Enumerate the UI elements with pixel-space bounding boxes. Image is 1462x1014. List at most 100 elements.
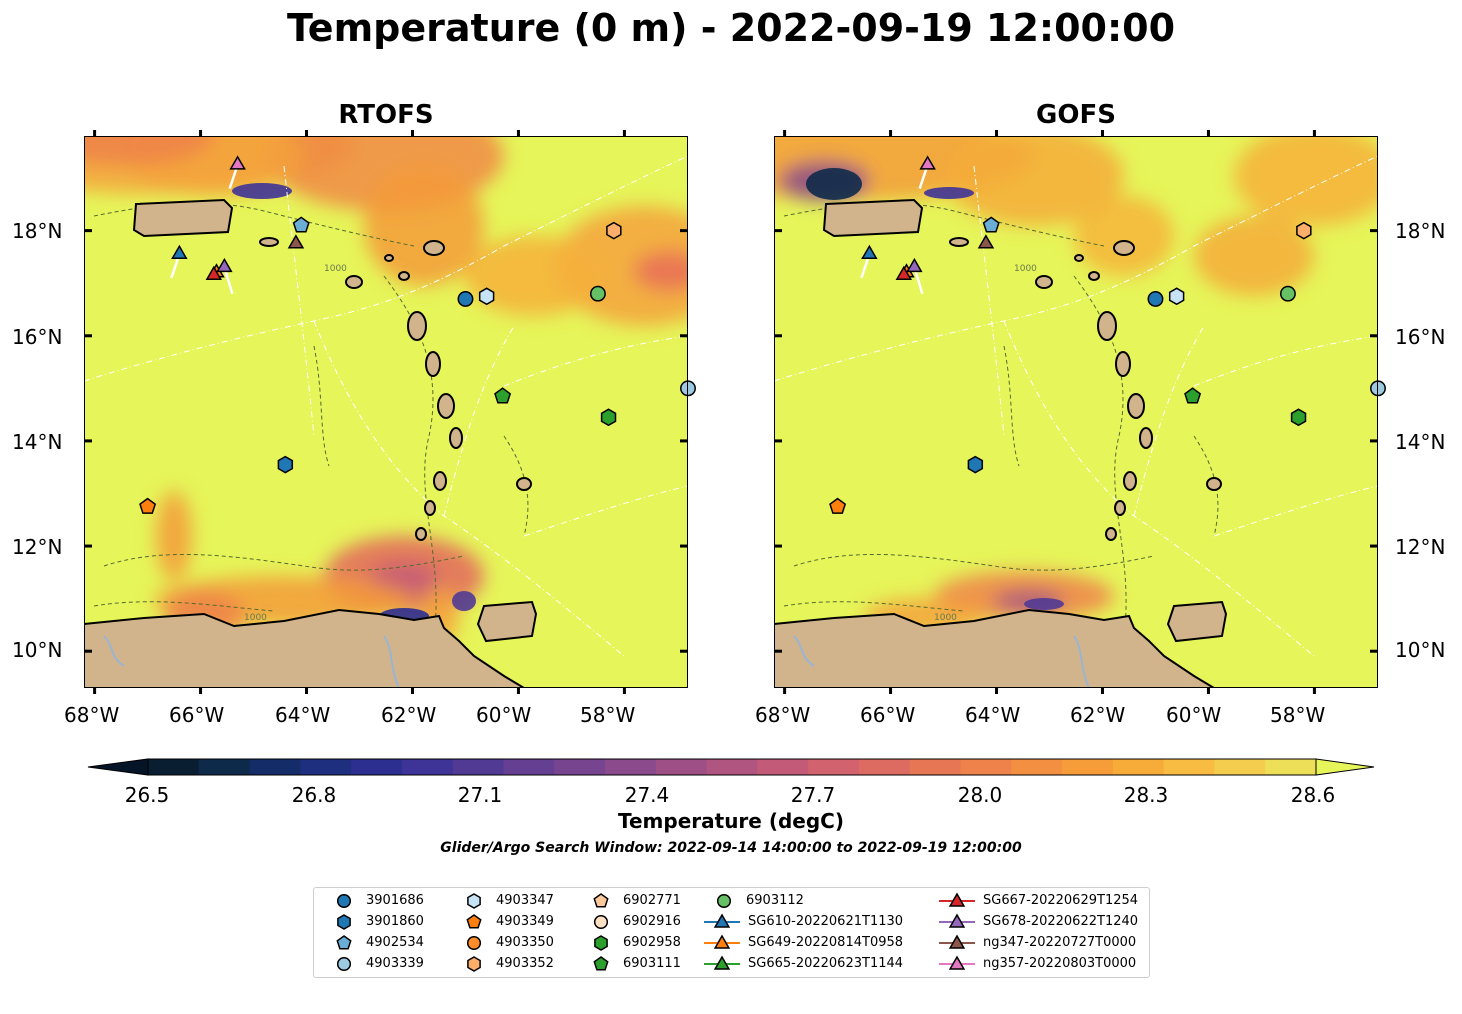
colorbar-title: Temperature (degC) xyxy=(618,809,844,833)
legend: 3901686 3901860 4902534 4903339 4903347 49033… xyxy=(313,887,1150,978)
colorbar-segment xyxy=(1265,759,1317,775)
landmasses xyxy=(774,198,1228,688)
colorbar-segment xyxy=(808,759,860,775)
marker-3901686 xyxy=(1147,291,1164,307)
trinidad xyxy=(476,600,538,643)
lat-label-14-left: 14°N xyxy=(12,430,63,454)
marker-3901686 xyxy=(457,291,474,307)
colorbar-segment xyxy=(858,759,911,775)
marker-4903352 xyxy=(606,221,622,240)
marker-ng347-20220727T0000 xyxy=(287,234,305,249)
legend-pentagon xyxy=(593,956,609,971)
colorbar-segment xyxy=(1163,759,1215,775)
lat-label-16-left: 16°N xyxy=(12,325,63,349)
legend-label: 6902958 xyxy=(623,935,681,950)
legend-label: 4903350 xyxy=(496,935,554,950)
landmasses xyxy=(84,198,538,688)
marker-SG610-20220621T1130 xyxy=(861,244,878,260)
lat-label-16-right: 16°N xyxy=(1395,325,1446,349)
lon-label-58-right: 58°W xyxy=(1270,703,1326,727)
legend-hexagon xyxy=(337,914,351,930)
cb-tick-27.4: 27.4 xyxy=(624,783,670,807)
map-frame xyxy=(84,130,688,694)
pentagon-marker-icon xyxy=(593,893,609,908)
colorbar-segment xyxy=(249,759,301,775)
cb-tick-28.0: 28.0 xyxy=(957,783,1003,807)
circle-marker-icon xyxy=(716,893,732,909)
rivers xyxy=(793,635,1090,688)
legend-hexagon xyxy=(467,956,481,972)
marker-6903112 xyxy=(589,285,606,302)
marker-3901860 xyxy=(967,455,984,474)
colorbar-over-arrow xyxy=(1315,758,1375,776)
marker-4902534 xyxy=(982,216,1000,233)
lon-label-66-right: 66°W xyxy=(860,703,916,727)
map-frame xyxy=(774,130,1378,694)
colorbar-segment xyxy=(148,759,200,775)
rivers xyxy=(103,635,400,688)
colorbar-under-arrow xyxy=(87,758,149,776)
marker-4903349 xyxy=(829,497,847,514)
panel-title-rtofs: RTOFS xyxy=(338,100,434,130)
legend-circle xyxy=(716,893,732,909)
legend-triangle xyxy=(948,955,966,970)
lon-label-62-right: 62°W xyxy=(1070,703,1126,727)
triangle-marker-icon xyxy=(939,892,975,907)
legend-triangle xyxy=(713,913,731,928)
legend-pentagon xyxy=(466,914,482,929)
legend-triangle xyxy=(713,934,731,949)
panel-title-gofs: GOFS xyxy=(1036,100,1116,130)
hexagon-marker-icon xyxy=(467,893,481,909)
marker-4903349 xyxy=(139,497,157,514)
colorbar-segment xyxy=(401,759,454,775)
marker-6902958 xyxy=(600,408,617,427)
colorbar-segment xyxy=(1214,759,1266,775)
contour-label: 1000 xyxy=(1014,264,1037,274)
colorbar-segment xyxy=(757,759,809,775)
colorbar-segment xyxy=(605,759,657,775)
colorbar-segment xyxy=(300,759,352,775)
pentagon-marker-icon xyxy=(593,956,609,971)
contour-label: 1000 xyxy=(244,613,267,623)
marker-6902958 xyxy=(1290,408,1307,427)
colorbar-segment xyxy=(452,759,504,775)
colorbar-segment xyxy=(909,759,962,775)
eez-boundaries xyxy=(84,155,688,657)
marker-4903347 xyxy=(1168,287,1185,306)
circle-marker-icon xyxy=(336,893,352,909)
legend-circle xyxy=(336,956,352,972)
colorbar-segment xyxy=(1062,759,1114,775)
marker-SG667-20220629T1254 xyxy=(895,265,912,281)
triangle-marker-icon xyxy=(939,955,975,970)
triangle-marker-icon xyxy=(939,934,975,949)
marker-6903112 xyxy=(1279,285,1296,302)
legend-label: SG649-20220814T0958 xyxy=(748,935,904,950)
legend-label: ng347-20220727T0000 xyxy=(983,935,1137,950)
marker-6903111 xyxy=(1184,387,1202,404)
marker-3901860 xyxy=(277,455,294,474)
cb-tick-26.5: 26.5 xyxy=(124,783,170,807)
marker-4903347 xyxy=(478,287,495,306)
lat-label-18-left: 18°N xyxy=(12,219,63,243)
legend-label: 6903111 xyxy=(623,956,681,971)
legend-circle xyxy=(336,893,352,909)
eez-boundaries xyxy=(774,155,1378,657)
legend-triangle xyxy=(713,955,731,970)
gofs-map: 1000 1000 xyxy=(774,130,1386,694)
marker-SG610-20220621T1130 xyxy=(171,244,188,260)
legend-label: SG667-20220629T1254 xyxy=(983,893,1139,908)
contour-label: 1000 xyxy=(934,613,957,623)
colorbar-segment xyxy=(198,759,251,775)
colorbar-segment xyxy=(1112,759,1165,775)
lon-label-60-left: 60°W xyxy=(476,703,532,727)
legend-label: 4903352 xyxy=(496,956,554,971)
legend-pentagon xyxy=(593,893,609,908)
marker-6903111 xyxy=(494,387,512,404)
pentagon-marker-icon xyxy=(466,914,482,929)
circle-marker-icon xyxy=(466,935,482,951)
contour-label: 1000 xyxy=(324,264,347,274)
lon-label-68-left: 68°W xyxy=(64,703,120,727)
legend-pentagon xyxy=(336,935,352,950)
legend-hexagon xyxy=(467,893,481,909)
legend-label: SG665-20220623T1144 xyxy=(748,956,904,971)
